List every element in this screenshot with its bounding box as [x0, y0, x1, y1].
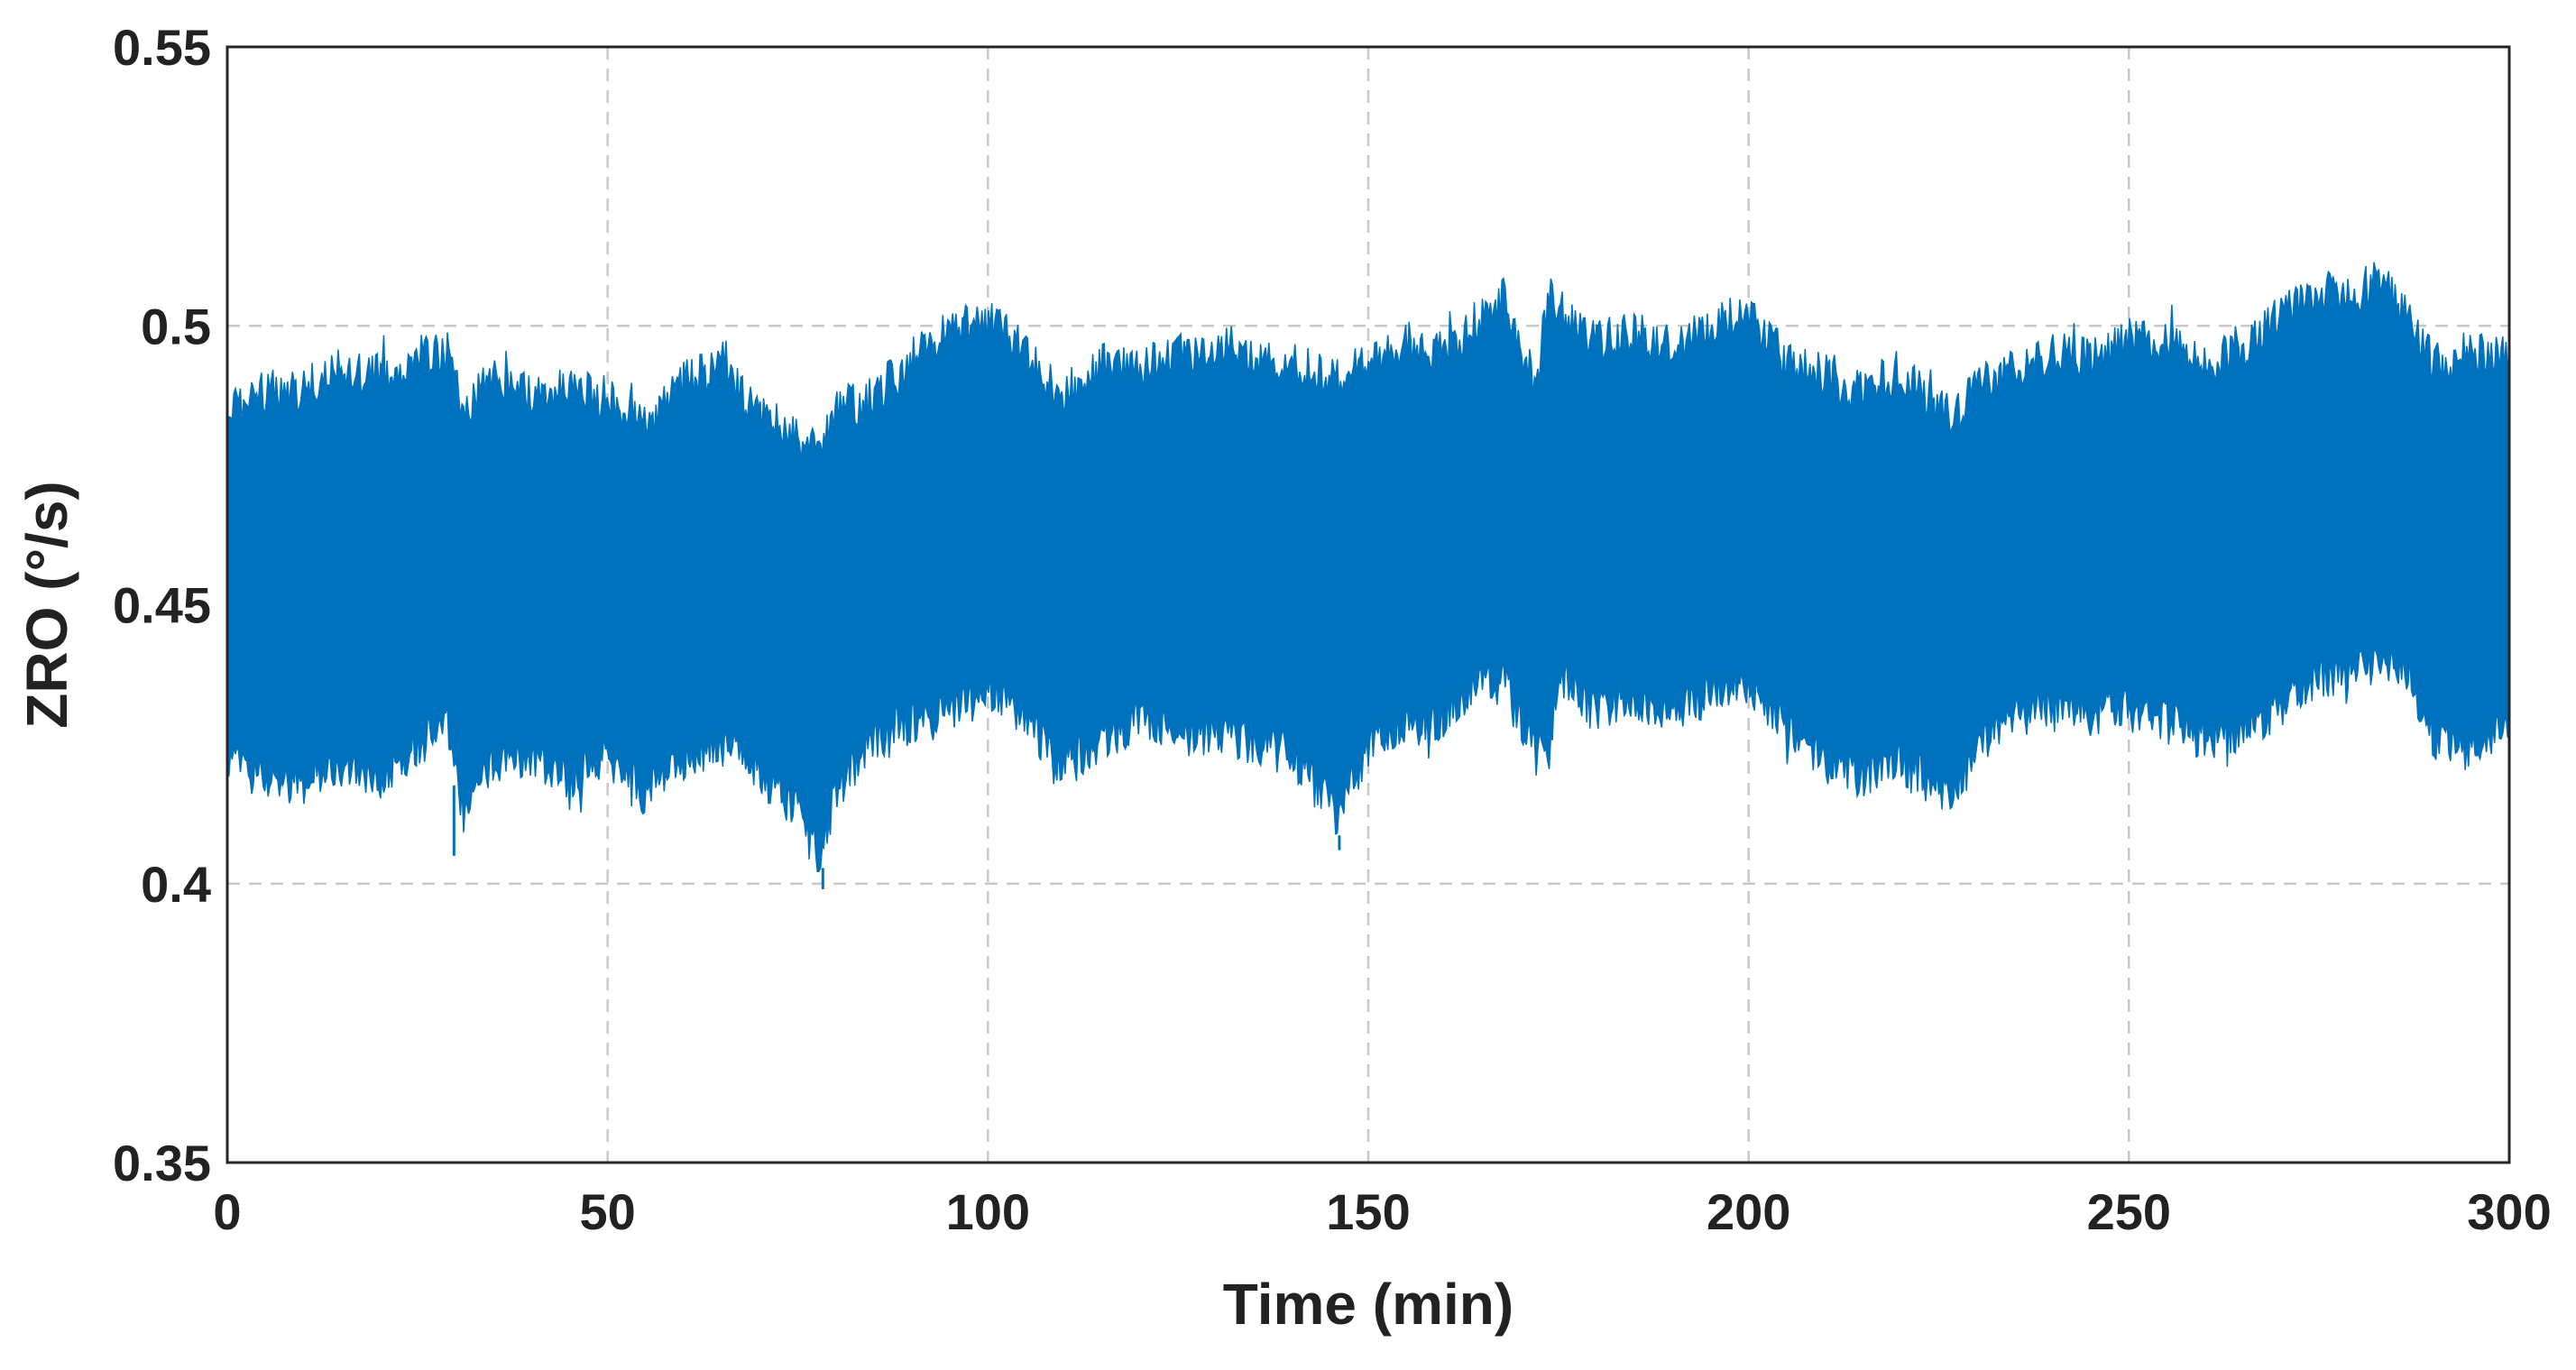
- x-tick-label: 300: [2467, 1183, 2551, 1240]
- y-tick-label: 0.4: [141, 856, 211, 913]
- x-tick-label: 100: [946, 1183, 1030, 1240]
- x-tick-label: 0: [213, 1183, 241, 1240]
- y-tick-label: 0.55: [113, 19, 211, 76]
- y-tick-label: 0.35: [113, 1135, 211, 1191]
- x-tick-label: 200: [1707, 1183, 1790, 1240]
- x-tick-label: 50: [580, 1183, 636, 1240]
- x-tick-label: 150: [1326, 1183, 1410, 1240]
- y-tick-label: 0.5: [141, 298, 211, 354]
- y-tick-label: 0.45: [113, 577, 211, 634]
- x-axis-label: Time (min): [1223, 1272, 1513, 1337]
- x-tick-labels: 0 50 100 150 200 250 300: [213, 1183, 2551, 1240]
- x-tick-label: 250: [2087, 1183, 2171, 1240]
- y-axis-label: ZRO (°/s): [14, 481, 79, 728]
- y-tick-labels: 0.35 0.4 0.45 0.5 0.55: [113, 19, 211, 1191]
- plot-frame: [225, 45, 2511, 1164]
